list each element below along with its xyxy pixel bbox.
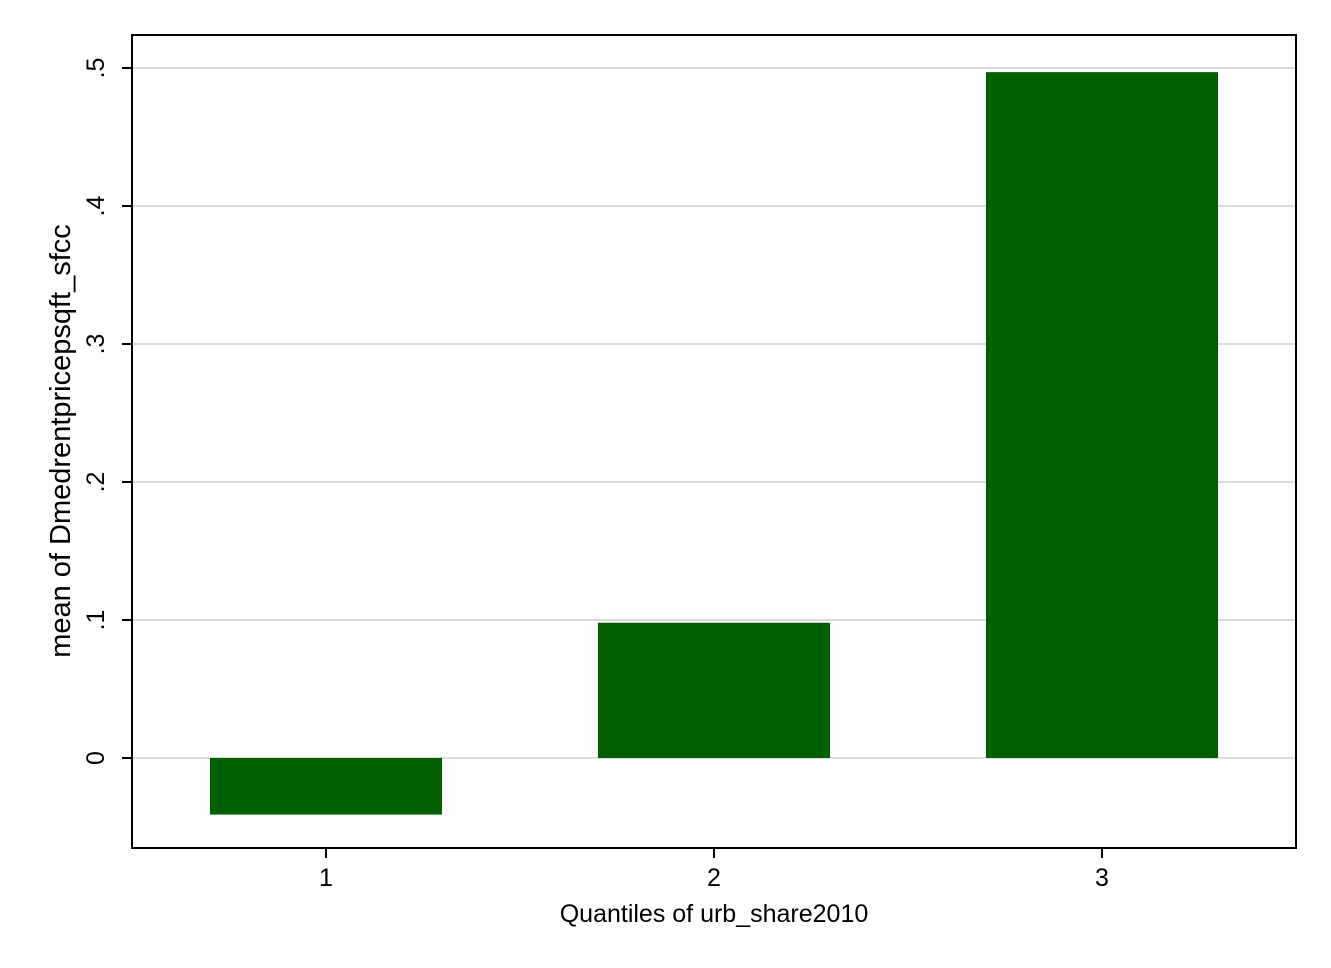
x-axis-label: Quantiles of urb_share2010 (560, 900, 869, 928)
y-tick-label: .4 (82, 195, 110, 216)
y-axis-label: mean of Dmedrentpricepsqft_sfcc (45, 224, 77, 658)
y-tick-label: 0 (82, 751, 110, 765)
x-axis: 1 2 3 (319, 848, 1109, 892)
x-tick-label: 2 (707, 864, 721, 892)
x-tick-label: 1 (319, 864, 333, 892)
y-tick-label: .5 (82, 58, 110, 79)
bar-1 (210, 758, 442, 815)
y-tick-label: .1 (82, 610, 110, 631)
y-tick-label: .2 (82, 472, 110, 493)
y-tick-label: .3 (82, 334, 110, 355)
bar-2 (598, 622, 830, 758)
bar-3 (986, 72, 1218, 758)
y-axis: 0 .1 .2 .3 .4 .5 (82, 58, 132, 765)
plot-frame (131, 34, 1297, 849)
bars (210, 72, 1218, 815)
x-tick-label: 3 (1095, 864, 1109, 892)
